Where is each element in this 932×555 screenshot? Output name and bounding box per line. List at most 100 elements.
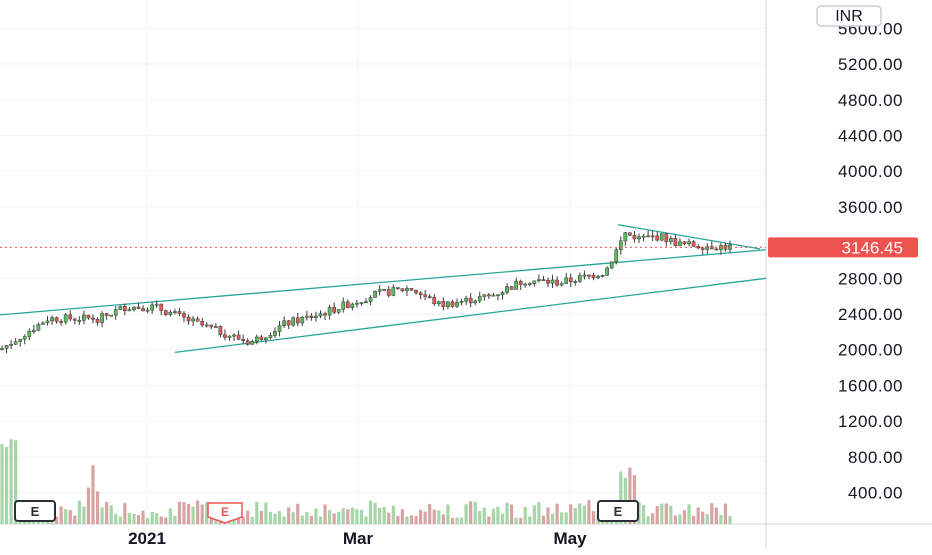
volume-bar bbox=[337, 511, 341, 524]
volume-bar bbox=[277, 511, 282, 524]
volume-bar bbox=[519, 517, 523, 524]
candle-body bbox=[95, 319, 100, 323]
candle-body bbox=[0, 348, 4, 350]
volume-bar bbox=[91, 465, 95, 524]
volume-bar bbox=[678, 514, 682, 524]
candle-body bbox=[400, 288, 405, 292]
candle-body bbox=[669, 238, 673, 243]
candle-body bbox=[104, 313, 109, 316]
candle-body bbox=[436, 301, 441, 305]
volume-bar bbox=[555, 503, 559, 524]
price-tick-label: 2400.00 bbox=[838, 305, 903, 324]
volume-bar bbox=[582, 505, 586, 524]
volume-bar bbox=[510, 504, 514, 524]
currency-badge[interactable]: INR bbox=[816, 5, 882, 27]
candle-body bbox=[141, 308, 145, 312]
candle-body bbox=[605, 267, 609, 276]
candle-body bbox=[527, 283, 532, 285]
volume-bar bbox=[701, 511, 705, 524]
volume-bar bbox=[155, 513, 159, 524]
candle-body bbox=[132, 306, 136, 310]
earnings-marker-label: E bbox=[31, 504, 40, 519]
candle-body bbox=[195, 318, 200, 322]
volume-bar bbox=[282, 516, 286, 524]
time-axis[interactable]: 2021 Mar May bbox=[128, 529, 587, 548]
earnings-marker-label: E bbox=[221, 505, 229, 519]
trendline bbox=[617, 224, 761, 250]
candle-body bbox=[168, 311, 173, 315]
volume-bar bbox=[387, 512, 391, 524]
volume-bar bbox=[173, 515, 177, 524]
candle-body bbox=[163, 310, 168, 315]
volume-bar bbox=[350, 507, 354, 524]
volume-bar bbox=[714, 507, 718, 524]
volume-bar bbox=[368, 500, 373, 524]
candle-body bbox=[655, 235, 660, 241]
candle-body bbox=[45, 320, 50, 324]
volume-bar bbox=[423, 511, 427, 524]
volume-bar bbox=[114, 513, 118, 524]
candle-body bbox=[350, 303, 355, 308]
volume-bar bbox=[205, 502, 209, 524]
price-axis[interactable]: 5600.005200.004800.004400.004000.003600.… bbox=[838, 19, 903, 502]
candle-body bbox=[541, 279, 546, 282]
candle-body bbox=[568, 277, 573, 282]
volume-bar bbox=[532, 505, 536, 524]
candle-body bbox=[282, 320, 286, 326]
candle-body bbox=[209, 324, 214, 328]
volume-bar bbox=[105, 501, 109, 524]
candle-body bbox=[232, 334, 236, 337]
volume-bar bbox=[692, 515, 696, 524]
trendlines bbox=[0, 224, 767, 354]
volume-bar bbox=[441, 514, 445, 524]
volume-bar bbox=[73, 515, 77, 524]
volume-bar bbox=[164, 517, 168, 524]
volume-bar bbox=[268, 511, 273, 524]
candle-body bbox=[386, 289, 391, 296]
volume-bar bbox=[4, 447, 9, 524]
candle-body bbox=[696, 246, 700, 249]
volume-bar bbox=[123, 502, 127, 524]
candle-body bbox=[295, 317, 300, 324]
candle-body bbox=[578, 275, 582, 282]
candle-body bbox=[459, 301, 464, 303]
trendline bbox=[174, 277, 767, 354]
candle-body bbox=[518, 280, 523, 285]
candle-body bbox=[600, 275, 605, 277]
volume-bar bbox=[710, 503, 714, 524]
candle-body bbox=[691, 241, 696, 247]
volume-bar bbox=[323, 504, 327, 524]
candle-body bbox=[264, 337, 268, 340]
currency-badge-bg bbox=[816, 5, 882, 27]
volume-bar bbox=[419, 509, 423, 524]
candle-body bbox=[687, 241, 691, 244]
candle-body bbox=[332, 306, 336, 313]
volume-bar bbox=[0, 444, 4, 524]
volume-bar bbox=[200, 504, 204, 524]
volume-bar bbox=[591, 511, 596, 524]
candle-body bbox=[136, 306, 141, 309]
last-price-label: 3146.45 bbox=[842, 238, 903, 257]
volume-bar bbox=[59, 506, 63, 524]
candle-body bbox=[41, 322, 45, 325]
volume-bar bbox=[305, 511, 309, 524]
candle-body bbox=[22, 336, 27, 340]
volume-bar bbox=[291, 512, 295, 524]
candle-body bbox=[646, 235, 650, 238]
volume-bar bbox=[409, 515, 414, 524]
trendline bbox=[0, 249, 767, 316]
candle-body bbox=[705, 246, 710, 250]
candle-body bbox=[204, 324, 209, 327]
price-tick-label: 2800.00 bbox=[838, 269, 903, 288]
candle-body bbox=[59, 321, 63, 323]
volume-bar bbox=[560, 512, 564, 524]
volume-bar bbox=[100, 507, 104, 524]
candle-body bbox=[327, 306, 332, 316]
candle-body bbox=[145, 309, 150, 312]
volume-bars bbox=[0, 439, 732, 524]
earnings-marker-shape bbox=[14, 500, 56, 522]
candle-body bbox=[473, 300, 478, 304]
